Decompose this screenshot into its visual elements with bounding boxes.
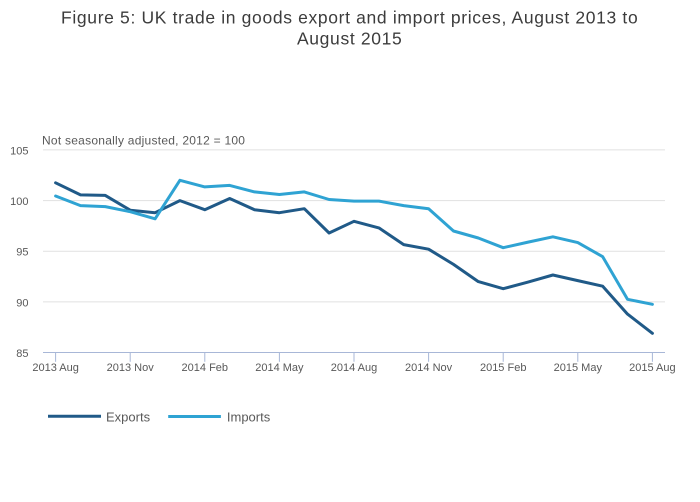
svg-text:2013 Nov: 2013 Nov (107, 362, 155, 374)
svg-text:2015 May: 2015 May (554, 362, 603, 374)
svg-text:85: 85 (16, 348, 28, 360)
svg-text:Figure 5: UK trade in goods ex: Figure 5: UK trade in goods export and i… (61, 8, 638, 28)
svg-text:Not seasonally adjusted, 2012: Not seasonally adjusted, 2012 = 100 (42, 134, 245, 148)
svg-text:Imports: Imports (227, 410, 271, 425)
svg-text:2014 Nov: 2014 Nov (405, 362, 453, 374)
svg-text:Exports: Exports (106, 410, 151, 425)
svg-text:105: 105 (10, 145, 28, 157)
svg-text:100: 100 (10, 196, 28, 208)
svg-text:2015 Aug: 2015 Aug (629, 362, 676, 374)
svg-text:2015 Feb: 2015 Feb (480, 362, 526, 374)
svg-text:2014 May: 2014 May (255, 362, 304, 374)
svg-text:2014 Aug: 2014 Aug (331, 362, 378, 374)
svg-text:August 2015: August 2015 (297, 29, 402, 49)
svg-text:2014 Feb: 2014 Feb (182, 362, 228, 374)
svg-text:90: 90 (16, 297, 28, 309)
svg-text:95: 95 (16, 247, 28, 259)
svg-text:2013 Aug: 2013 Aug (32, 362, 79, 374)
